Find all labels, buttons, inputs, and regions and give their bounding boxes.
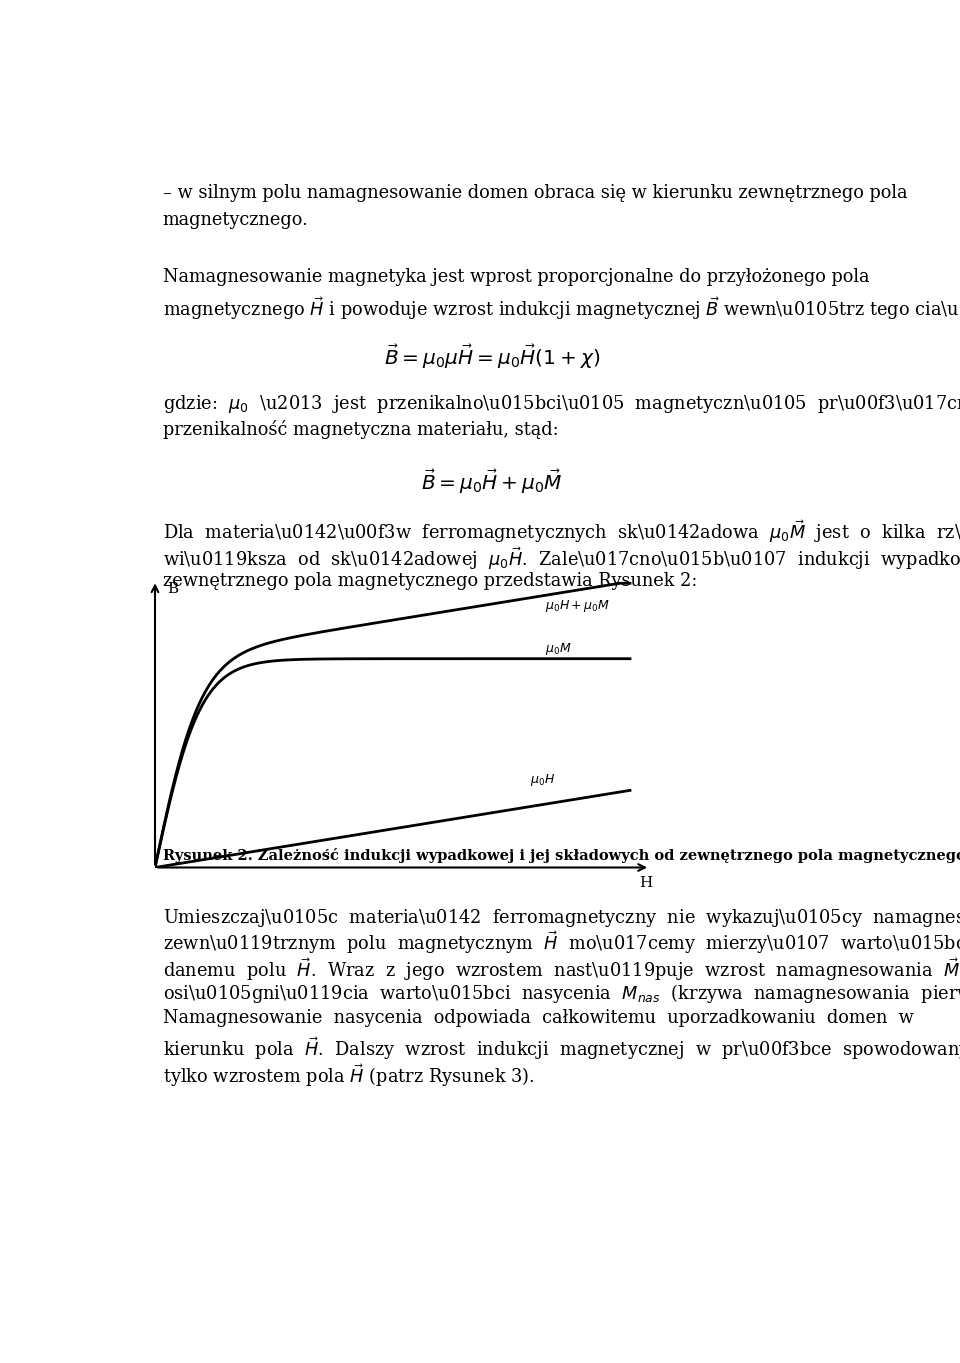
Text: magnetycznego $\vec{H}$ i powoduje wzrost indukcji magnetycznej $\vec{B}$ wewn\u: magnetycznego $\vec{H}$ i powoduje wzros…: [162, 294, 960, 322]
Text: Umieszczaj\u0105c  materia\u0142  ferromagnetyczny  nie  wykazuj\u0105cy  namagn: Umieszczaj\u0105c materia\u0142 ferromag…: [162, 902, 960, 930]
Text: $\mu_0H+\mu_0M$: $\mu_0H+\mu_0M$: [545, 598, 611, 613]
Text: kierunku  pola  $\vec{H}$.  Dalszy  wzrost  indukcji  magnetycznej  w  pr\u00f3b: kierunku pola $\vec{H}$. Dalszy wzrost i…: [162, 1036, 960, 1062]
Text: H: H: [639, 876, 653, 890]
Text: Rysunek 2. Zależność indukcji wypadkowej i jej składowych od zewnętrznego pola m: Rysunek 2. Zależność indukcji wypadkowej…: [162, 849, 960, 864]
Text: zewnętrznego pola magnetycznego przedstawia Rysunek 2:: zewnętrznego pola magnetycznego przedsta…: [162, 571, 697, 590]
Text: magnetycznego.: magnetycznego.: [162, 211, 308, 229]
Text: B: B: [167, 582, 179, 596]
Text: $\mu_0M$: $\mu_0M$: [545, 642, 571, 657]
Text: Dla  materia\u0142\u00f3w  ferromagnetycznych  sk\u0142adowa  $\mu_0\vec{M}$  je: Dla materia\u0142\u00f3w ferromagnetyczn…: [162, 518, 960, 545]
Text: tylko wzrostem pola $\vec{H}$ (patrz Rysunek 3).: tylko wzrostem pola $\vec{H}$ (patrz Rys…: [162, 1062, 535, 1089]
Text: przenikalność magnetyczna materiału, stąd:: przenikalność magnetyczna materiału, stą…: [162, 420, 559, 439]
Text: $\vec{B} = \mu_0\mu\vec{H} = \mu_0\vec{H}(1 + \chi)$: $\vec{B} = \mu_0\mu\vec{H} = \mu_0\vec{H…: [384, 342, 600, 371]
Text: gdzie:  $\mu_0$  \u2013  jest  przenikalno\u015bci\u0105  magnetyczn\u0105  pr\u: gdzie: $\mu_0$ \u2013 jest przenikalno\u…: [162, 394, 960, 416]
Text: osi\u0105gni\u0119cia  warto\u015bci  nasycenia  $M_{nas}$  (krzywa  namagnesowa: osi\u0105gni\u0119cia warto\u015bci nasy…: [162, 983, 960, 1006]
Text: – w silnym polu namagnesowanie domen obraca się w kierunku zewnętrznego pola: – w silnym polu namagnesowanie domen obr…: [162, 184, 907, 202]
Text: danemu  polu  $\vec{H}$.  Wraz  z  jego  wzrostem  nast\u0119puje  wzrost  namag: danemu polu $\vec{H}$. Wraz z jego wzros…: [162, 955, 960, 983]
Text: Namagnesowanie magnetyka jest wprost proporcjonalne do przyłożonego pola: Namagnesowanie magnetyka jest wprost pro…: [162, 269, 869, 286]
Text: $\mu_0H$: $\mu_0H$: [530, 771, 555, 788]
Text: zewn\u0119trznym  polu  magnetycznym  $\vec{H}$  mo\u017cemy  mierzy\u0107  wart: zewn\u0119trznym polu magnetycznym $\vec…: [162, 930, 960, 955]
Text: wi\u0119ksza  od  sk\u0142adowej  $\mu_0\vec{H}$.  Zale\u017cno\u015b\u0107  ind: wi\u0119ksza od sk\u0142adowej $\mu_0\ve…: [162, 545, 960, 572]
Text: Namagnesowanie  nasycenia  odpowiada  całkowitemu  uporzadkowaniu  domen  w: Namagnesowanie nasycenia odpowiada całko…: [162, 1009, 914, 1026]
Text: $\vec{B} = \mu_0\vec{H} + \mu_0\vec{M}$: $\vec{B} = \mu_0\vec{H} + \mu_0\vec{M}$: [421, 468, 563, 496]
